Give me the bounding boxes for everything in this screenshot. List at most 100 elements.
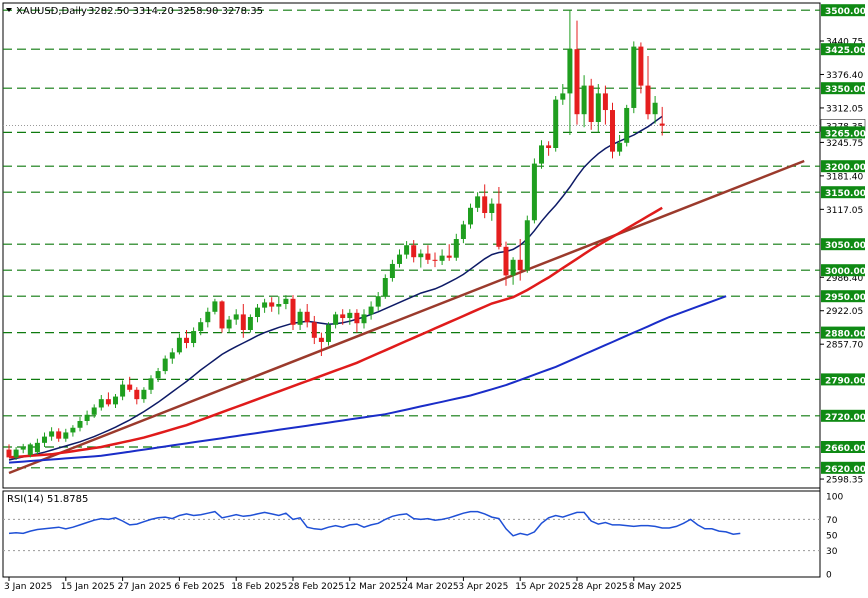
candle-body — [468, 207, 473, 225]
level-label-box — [821, 82, 865, 95]
candle-body — [219, 301, 225, 329]
price-tick-label: 3117.05 — [826, 206, 863, 216]
symbol-dropdown-icon[interactable] — [6, 8, 12, 12]
rsi-tick-label: 100 — [826, 493, 843, 503]
candle-body — [404, 245, 410, 255]
candle-body — [361, 314, 367, 324]
candle-body — [70, 427, 76, 433]
rsi-pane: 100 70 50 30 0 — [3, 493, 843, 581]
level-label: 3265.00 — [825, 129, 866, 139]
candle-body — [617, 142, 623, 152]
chart-header: XAUUSD,Daily 3282.50 3314.20 3258.90 327… — [6, 6, 263, 17]
candle-body — [517, 259, 523, 271]
candle-body — [567, 49, 573, 94]
candle-body — [524, 220, 530, 271]
price-tick-label: 3312.05 — [826, 104, 863, 114]
time-tick-label: 3 Apr 2025 — [458, 582, 508, 592]
price-tick-label: 2922.05 — [826, 307, 863, 317]
candle-body — [574, 49, 580, 115]
moving-average-line — [8, 115, 663, 461]
candle-body — [610, 110, 615, 152]
level-label: 2620.00 — [825, 465, 866, 475]
candle-body — [453, 239, 459, 258]
candle-body — [411, 245, 417, 258]
candle-body — [375, 296, 381, 307]
time-tick-label: 3 Jan 2025 — [4, 582, 52, 592]
candle-body — [475, 196, 481, 208]
rsi-tick-label: 50 — [826, 532, 838, 542]
level-label-box — [821, 238, 865, 251]
candle-body — [105, 399, 111, 405]
candle-body — [148, 378, 154, 390]
rsi-label: RSI(14) 51.8785 — [7, 494, 88, 505]
time-tick-label: 8 May 2025 — [629, 582, 682, 592]
candle-body — [162, 358, 168, 372]
candle-body — [510, 259, 516, 276]
candle-body — [446, 255, 452, 258]
candle-body — [588, 85, 594, 122]
price-tick-label: 2857.70 — [826, 341, 863, 351]
candle-body — [134, 389, 140, 400]
candle-body — [98, 399, 104, 408]
level-label: 2880.00 — [825, 330, 866, 340]
candle-body — [56, 431, 62, 439]
candle-body — [91, 407, 97, 415]
candle-body — [77, 421, 83, 428]
level-label: 2950.00 — [825, 293, 866, 303]
level-label: 3500.00 — [825, 7, 866, 17]
time-tick-label: 18 Feb 2025 — [231, 582, 287, 592]
candle-body — [191, 331, 197, 343]
price-tick-label: 2598.35 — [826, 476, 863, 486]
candle-body — [311, 322, 317, 338]
rsi-tick-label: 30 — [826, 547, 838, 557]
price-tick-label: 3181.40 — [826, 172, 863, 182]
candle-body — [63, 432, 69, 439]
level-label: 3000.00 — [825, 267, 866, 277]
level-label: 2660.00 — [825, 444, 866, 454]
candle-body — [397, 254, 402, 264]
rsi-tick-label: 0 — [826, 571, 832, 581]
candle-body — [20, 447, 26, 450]
candle-body — [240, 314, 246, 330]
candle-body — [226, 319, 232, 329]
level-label-box — [821, 290, 865, 303]
candle-body — [233, 314, 239, 320]
level-label: 3050.00 — [825, 241, 866, 251]
candle-body — [333, 314, 339, 325]
time-tick-label: 12 Mar 2025 — [345, 582, 402, 592]
time-tick-label: 15 Apr 2025 — [515, 582, 571, 592]
level-label: 3425.00 — [825, 46, 866, 56]
candle-body — [6, 449, 12, 458]
price-axis: 3440.75 3376.40 3312.05 3245.75 3181.40 3117.… — [820, 4, 866, 486]
candle-body — [141, 389, 147, 400]
candle-body — [198, 322, 204, 332]
ohlc-values: 3282.50 3314.20 3258.90 3278.35 — [88, 6, 263, 17]
candle-body — [255, 307, 260, 317]
candle-body — [631, 46, 637, 108]
candle-body — [184, 337, 189, 343]
level-label: 3150.00 — [825, 189, 866, 199]
candle-body — [496, 203, 502, 247]
candle-body — [262, 302, 268, 308]
candle-body — [638, 46, 644, 86]
candle-body — [318, 337, 324, 342]
level-label-box — [821, 264, 865, 277]
price-tick-label: 2986.40 — [826, 274, 863, 284]
candle-body — [155, 371, 161, 379]
candle-body — [595, 93, 601, 122]
candle-body — [439, 255, 445, 261]
time-tick-label: 24 Mar 2025 — [402, 582, 459, 592]
candle-body — [432, 259, 438, 261]
candle-body — [205, 311, 211, 323]
candle-body — [176, 337, 182, 353]
candle-body — [539, 145, 544, 164]
candle-body — [326, 324, 331, 342]
candle-body — [482, 196, 488, 213]
candle-body — [659, 123, 665, 126]
moving-average-line — [8, 206, 663, 459]
time-tick-label: 6 Feb 2025 — [174, 582, 224, 592]
candle-body — [489, 203, 495, 213]
time-tick-label: 28 Apr 2025 — [572, 582, 628, 592]
